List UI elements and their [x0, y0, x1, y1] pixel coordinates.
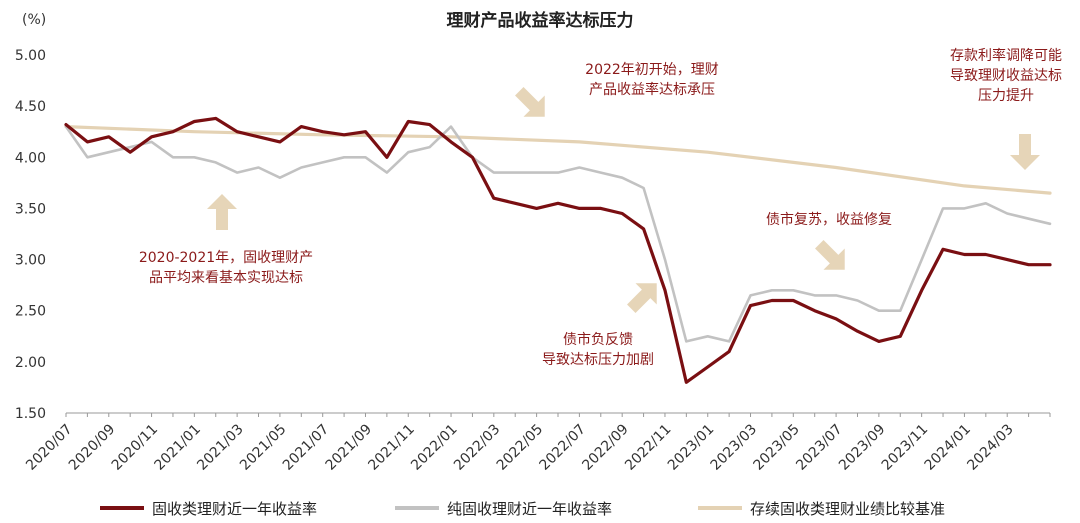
x-tick-label: 2023/01 — [665, 421, 717, 473]
x-tick-label: 2024/03 — [964, 421, 1016, 473]
y-tick-label: 2.00 — [15, 355, 46, 371]
x-tick-label: 2022/03 — [451, 421, 503, 473]
x-tick-label: 2022/01 — [408, 421, 460, 473]
x-tick-label: 2023/07 — [793, 421, 845, 473]
legend: 固收类理财近一年收益率 纯固收理财近一年收益率 存续固收类理财业绩比较基准 — [100, 500, 945, 518]
x-tick-label: 2021/01 — [152, 421, 204, 473]
annotation-arrow-5 — [627, 283, 657, 313]
legend-item-2: 纯固收理财近一年收益率 — [395, 500, 612, 518]
x-tick-label: 2020/09 — [66, 421, 118, 473]
x-tick-label: 2023/11 — [879, 421, 931, 473]
x-tick-label: 2021/05 — [237, 421, 289, 473]
x-tick-label: 2023/05 — [750, 421, 802, 473]
x-tick-label: 2022/05 — [494, 421, 546, 473]
annotation-arrow-2 — [1010, 134, 1040, 170]
x-tick-label: 2021/03 — [194, 421, 246, 473]
annotation-line: 压力提升 — [978, 88, 1034, 104]
y-tick-label: 2.50 — [15, 304, 46, 320]
x-tick-label: 2024/01 — [922, 421, 974, 473]
y-axis-unit: (%) — [22, 12, 46, 28]
x-tick-label: 2020/07 — [23, 421, 75, 473]
annotation-arrow-4 — [815, 240, 845, 270]
annotation-arrows — [207, 87, 1040, 313]
annotation-line: 2022年初开始，理财 — [585, 61, 719, 78]
annotation-line: 导致达标压力加剧 — [542, 352, 654, 368]
y-tick-label: 3.50 — [15, 201, 46, 217]
x-tick-label: 2022/11 — [622, 421, 674, 473]
annotation-line: 存款利率调降可能 — [950, 47, 1062, 64]
y-tick-label: 1.50 — [15, 406, 46, 422]
annotation-arrow-1 — [515, 87, 545, 117]
y-axis-ticks: 5.00 4.50 4.00 3.50 3.00 2.50 2.00 1.50 — [15, 48, 46, 422]
series-layer — [64, 116, 1052, 384]
annotation-line: 导致理财收益达标 — [950, 68, 1062, 84]
x-tick-label: 2021/11 — [365, 421, 417, 473]
x-tick-label: 2020/11 — [109, 421, 161, 473]
series-line-2 — [64, 125, 1052, 343]
x-tick-label: 2023/09 — [836, 421, 888, 473]
legend-item-3: 存续固收类理财业绩比较基准 — [698, 500, 945, 518]
series-line-3 — [64, 124, 1052, 195]
series-line-1 — [64, 116, 1052, 384]
chart-title: 理财产品收益率达标压力 — [447, 10, 634, 31]
x-tick-label: 2021/09 — [323, 421, 375, 473]
legend-item-1: 固收类理财近一年收益率 — [100, 500, 317, 518]
legend-label: 存续固收类理财业绩比较基准 — [750, 500, 945, 518]
y-tick-label: 4.00 — [15, 150, 46, 166]
annotation-line: 产品收益率达标承压 — [589, 81, 715, 98]
annotation-line: 2020-2021年，固收理财产 — [139, 250, 313, 266]
x-tick-label: 2022/07 — [537, 421, 589, 473]
y-tick-label: 4.50 — [15, 99, 46, 115]
annotation-4: 债市复苏，收益修复 — [766, 211, 892, 228]
x-tick-label: 2021/07 — [280, 421, 332, 473]
legend-label: 纯固收理财近一年收益率 — [447, 500, 612, 518]
x-tick-label: 2022/09 — [579, 421, 631, 473]
annotation-line: 品平均来看基本实现达标 — [149, 269, 303, 286]
annotation-line: 债市复苏，收益修复 — [766, 211, 892, 228]
annotation-arrow-3 — [207, 194, 237, 230]
annotation-line: 债市负反馈 — [563, 331, 633, 348]
x-axis: 2020/072020/092020/112021/012021/032021/… — [23, 412, 1051, 474]
y-tick-label: 3.00 — [15, 253, 46, 269]
legend-label: 固收类理财近一年收益率 — [152, 500, 317, 518]
y-tick-label: 5.00 — [15, 48, 46, 64]
x-tick-label: 2023/03 — [708, 421, 760, 473]
